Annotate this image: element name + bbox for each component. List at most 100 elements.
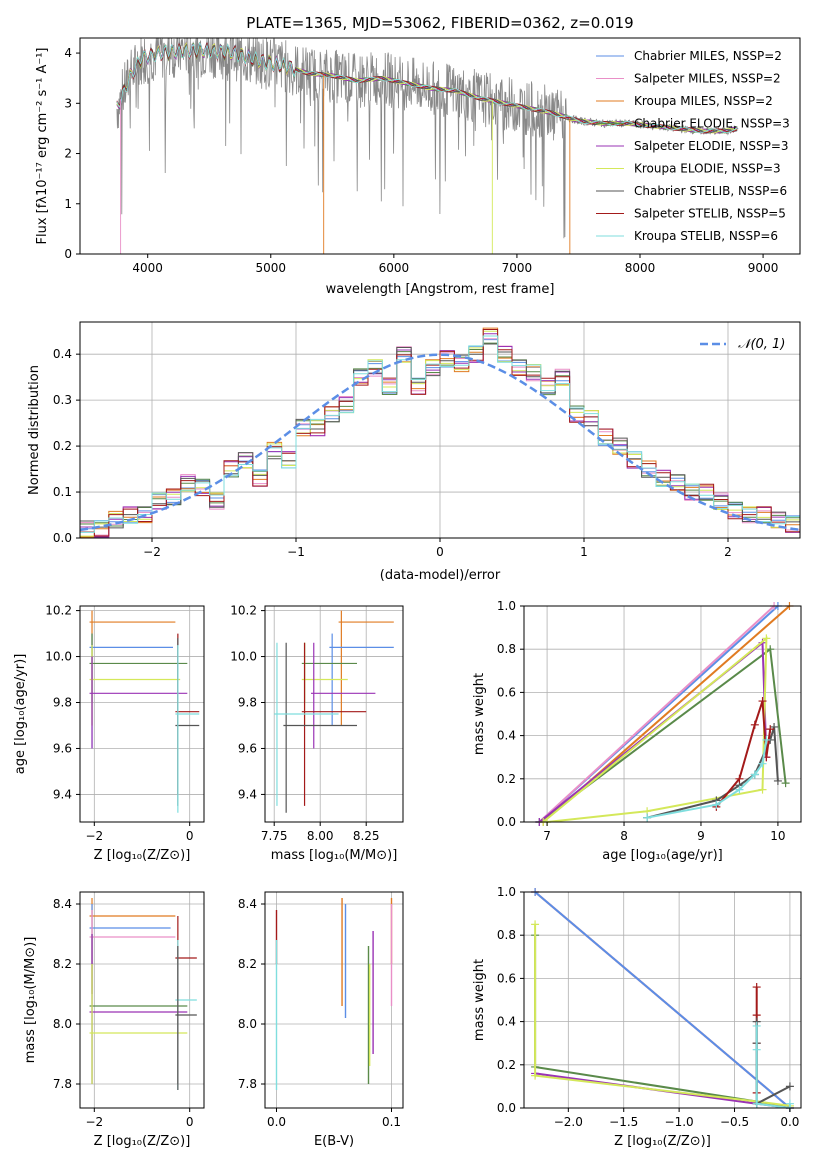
mass-vs-ebv-panel: 0.0 0.1 7.8 8.0 8.2 8.4 E(B-V) [238,891,404,1149]
spectrum-xtick-label: 4000 [132,261,163,275]
mass-z-xtick-label: 0 [186,1115,194,1129]
weight-age-marker-salpeter_stelib [758,697,767,706]
residual-xtick-label: −1 [287,545,305,559]
weight-age-xtick-label: 10 [770,829,785,843]
spectrum-xtick-label: 8000 [625,261,656,275]
mass-ebv-frame [264,891,404,1109]
age-z-ylabel: age [log₁₀(age/yr)] [13,654,28,775]
weight-z-marker-chabrier_stelib [785,1082,794,1091]
mass-ebv-ytick-label: 8.2 [238,957,257,971]
spectrum-ylabel: Flux [fλ10⁻¹⁷ erg cm⁻² s⁻¹ A⁻¹] [35,48,50,245]
mass-ebv-ytick-label: 8.0 [238,1017,257,1031]
age-z-ytick-label: 9.8 [53,696,72,710]
mass-z-xlabel: Z [log₁₀(Z/Z⊙)] [94,1134,191,1149]
age-z-ytick-label: 9.6 [53,741,72,755]
residual-hist-kroupa_stelib [80,335,800,533]
weight-z-ytick-label: 0.4 [497,1015,516,1029]
residual-ylabel: Normed distribution [27,365,42,495]
residual-xtick-label: 2 [724,545,732,559]
age-vs-z-panel: −2 0 9.4 9.6 9.8 10.0 10.2 Z [log₁₀(Z/Z⊙)] age [… [13,604,205,863]
legend-label-salpeter_elodie: Salpeter ELODIE, NSSP=3 [634,139,789,153]
residual-hist-salpeter_stelib [80,329,800,537]
spectrum-panel: PLATE=1365, MJD=53062, FIBERID=0362, z=0… [35,14,801,297]
weight-age-marker-kroupa_elodie [758,785,767,794]
weight-z-line-chabrier_stelib [755,1021,791,1106]
weight-vs-age-panel: 7 8 9 10 0.0 0.2 0.4 0.6 0.8 1.0 age [log₁₀(age/yr… [472,599,802,863]
mass-z-xtick-label: −2 [85,1115,103,1129]
age-mass-ytick-label: 10.2 [230,604,257,618]
weight-age-marker-chabrier_stelib [770,722,779,731]
legend-label-kroupa_stelib: Kroupa STELIB, NSSP=6 [634,229,778,243]
weight-age-marker-kroupa_stelib [758,759,767,768]
legend-label-kroupa_miles: Kroupa MILES, NSSP=2 [634,94,773,108]
weight-z-marker-kroupa_stelib [752,1021,761,1030]
weight-z-marker-kroupa_elodie [531,920,540,929]
age-mass-ytick-label: 9.4 [238,787,257,801]
weight-age-xtick-label: 7 [543,829,551,843]
spectrum-legend: Chabrier MILES, NSSP=2 Salpeter MILES, NS… [596,49,790,243]
residual-ytick-label: 0.3 [53,393,72,407]
normal-legend-label: 𝒩(0, 1) [738,337,785,352]
weight-age-marker-salpeter_stelib [766,725,775,734]
weight-age-marker-kroupa_stelib [762,735,771,744]
age-z-xtick-label: 0 [186,829,194,843]
weight-age-marker-kroupa_stelib [712,800,721,809]
weight-z-xtick-label: −1.5 [609,1115,638,1129]
residual-xtick-label: 0 [436,545,444,559]
weight-age-line-kroupa_stelib [646,739,768,819]
weight-z-ytick-label: 0.8 [497,928,516,942]
spectrum-xtick-label: 9000 [748,261,779,275]
weight-z-marker-kroupa_stelib [752,1099,761,1108]
weight-age-ytick-label: 0.0 [497,815,516,829]
weight-age-ytick-label: 0.6 [497,685,516,699]
weight-z-xlabel: Z [log₁₀(Z/Z⊙)] [614,1134,711,1149]
age-z-frame [79,605,205,823]
residual-hist-chabrier_stelib [80,343,800,529]
mass-ebv-xtick-label: 0.1 [382,1115,401,1129]
weight-age-xtick-label: 9 [697,829,705,843]
mass-z-ytick-label: 8.4 [53,897,72,911]
weight-age-ytick-label: 0.8 [497,642,516,656]
weight-z-ylabel: mass weight [472,959,487,1041]
weight-age-marker-kroupa_stelib [750,770,759,779]
residual-xtick-label: 1 [580,545,588,559]
residual-ticks: −2 −1 0 1 2 0.0 0.1 0.2 0.3 0.4 [53,347,732,559]
age-z-xtick-label: −2 [85,829,103,843]
weight-z-frame [523,891,802,1109]
mass-z-ylabel: mass [log₁₀(M/M⊙)] [23,937,38,1064]
legend-label-chabrier_elodie: Chabrier ELODIE, NSSP=3 [634,117,790,131]
spectrum-xtick-label: 5000 [255,261,286,275]
spectrum-title: PLATE=1365, MJD=53062, FIBERID=0362, z=0… [246,14,633,32]
spectrum-axes-frame [79,37,801,255]
weight-z-xtick-label: −1.0 [665,1115,694,1129]
weight-age-ytick-label: 0.2 [497,772,516,786]
residual-ytick-label: 0.0 [53,531,72,545]
weight-z-xtick-label: −0.5 [720,1115,749,1129]
spectrum-xtick-label: 7000 [502,261,533,275]
mass-ebv-ytick-label: 7.8 [238,1077,257,1091]
residual-xtick-label: −2 [143,545,161,559]
age-mass-xlabel: mass [log₁₀(M/M⊙)] [271,848,398,863]
weight-z-line-kroupa_elodie [534,924,791,1107]
age-vs-mass-panel: 7.75 8.00 8.25 9.4 9.6 9.8 10.0 10.2 mass [log₁₀… [230,604,404,863]
spectrum-ytick-label: 4 [64,46,72,60]
weight-age-line-salpeter_miles [538,605,775,823]
weight-age-marker-salpeter_stelib [750,720,759,729]
spectrum-ytick-label: 0 [64,247,72,261]
weight-age-ytick-label: 1.0 [497,599,516,613]
weight-age-ytick-label: 0.4 [497,729,516,743]
mass-ebv-xtick-label: 0.0 [267,1115,286,1129]
weight-z-ytick-label: 0.6 [497,971,516,985]
weight-z-xtick-label: 0.0 [780,1115,799,1129]
spectrum-ytick-label: 1 [64,197,72,211]
weight-age-marker-kroupa_stelib [643,813,652,822]
weight-age-frame [523,605,802,823]
spectrum-model-kroupa_stelib [116,41,738,134]
spectrum-ytick-label: 3 [64,96,72,110]
age-mass-frame [264,605,404,823]
weight-age-xtick-label: 8 [620,829,628,843]
weight-z-ytick-label: 1.0 [497,885,516,899]
residual-xlabel: (data-model)/error [380,568,501,583]
residual-ytick-label: 0.2 [53,439,72,453]
legend-label-chabrier_stelib: Chabrier STELIB, NSSP=6 [634,184,787,198]
